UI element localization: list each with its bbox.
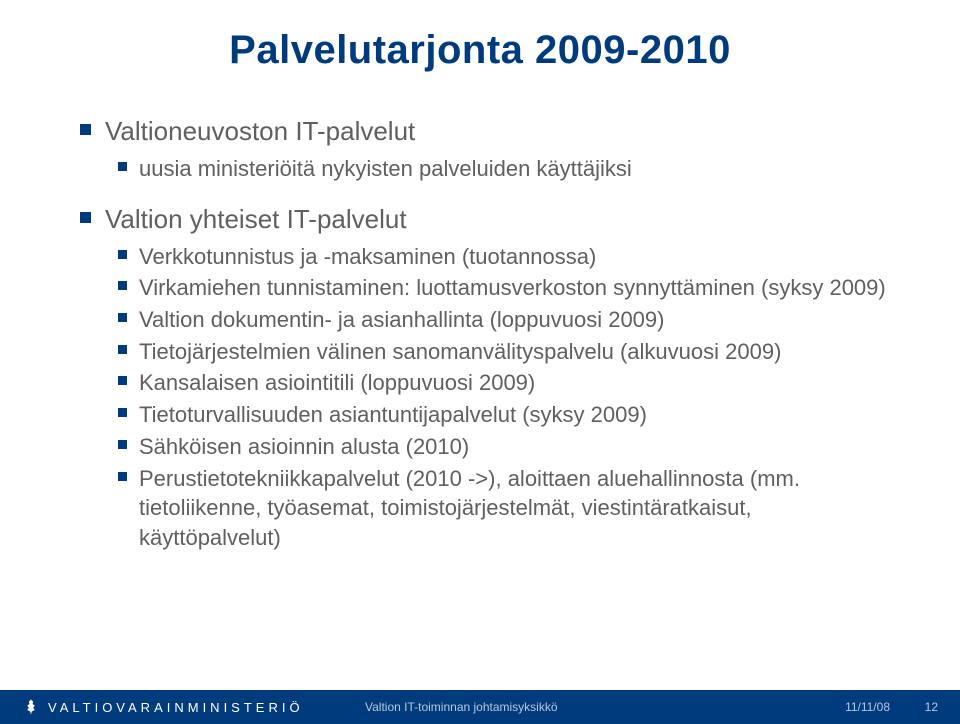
bullet-lvl2: Verkkotunnistus ja -maksaminen (tuotanno…	[118, 242, 890, 272]
sublist: uusia ministeriöitä nykyisten palveluide…	[80, 154, 890, 184]
square-bullet-icon	[118, 250, 127, 259]
bullet-text: Valtion yhteiset IT-palvelut	[105, 203, 407, 236]
square-bullet-icon	[118, 472, 127, 481]
bullet-lvl1: Valtion yhteiset IT-palvelut Verkkotunni…	[80, 203, 890, 552]
bullet-lvl2: Virkamiehen tunnistaminen: luottamusverk…	[118, 273, 890, 303]
bullet-row: Valtion yhteiset IT-palvelut	[80, 203, 890, 236]
bullet-lvl2: Tietojärjestelmien välinen sanomanvälity…	[118, 337, 890, 367]
slide-body: Valtioneuvoston IT-palvelut uusia minist…	[80, 115, 890, 573]
bullet-lvl2: Sähköisen asioinnin alusta (2010)	[118, 432, 890, 462]
square-bullet-icon	[118, 345, 127, 354]
footer-bar: VALTIOVARAINMINISTERIÖ Valtion IT-toimin…	[0, 690, 960, 724]
bullet-lvl2: Perustietotekniikkapalvelut (2010 ->), a…	[118, 464, 890, 553]
coat-of-arms-icon	[22, 698, 40, 716]
square-bullet-icon	[80, 212, 91, 223]
square-bullet-icon	[118, 376, 127, 385]
bullet-text: Valtion dokumentin- ja asianhallinta (lo…	[139, 305, 664, 335]
bullet-lvl1: Valtioneuvoston IT-palvelut uusia minist…	[80, 115, 890, 183]
square-bullet-icon	[118, 440, 127, 449]
bullet-text: Sähköisen asioinnin alusta (2010)	[139, 432, 469, 462]
footer-logo: VALTIOVARAINMINISTERIÖ	[22, 698, 304, 716]
bullet-lvl2: Tietoturvallisuuden asiantuntijapalvelut…	[118, 400, 890, 430]
ministry-name: VALTIOVARAINMINISTERIÖ	[48, 700, 304, 715]
square-bullet-icon	[118, 313, 127, 322]
slide-title: Palvelutarjonta 2009-2010	[0, 28, 960, 73]
bullet-text: Tietoturvallisuuden asiantuntijapalvelut…	[139, 400, 647, 430]
bullet-lvl2: uusia ministeriöitä nykyisten palveluide…	[118, 154, 890, 184]
square-bullet-icon	[118, 162, 127, 171]
footer-date: 11/11/08	[845, 700, 890, 714]
footer-page-number: 12	[925, 700, 938, 714]
square-bullet-icon	[118, 408, 127, 417]
bullet-text: Valtioneuvoston IT-palvelut	[105, 115, 415, 148]
square-bullet-icon	[80, 124, 91, 135]
bullet-lvl2: Kansalaisen asiointitili (loppuvuosi 200…	[118, 368, 890, 398]
bullet-text: Perustietotekniikkapalvelut (2010 ->), a…	[139, 464, 890, 553]
bullet-text: Verkkotunnistus ja -maksaminen (tuotanno…	[139, 242, 596, 272]
sublist: Verkkotunnistus ja -maksaminen (tuotanno…	[80, 242, 890, 553]
bullet-lvl2: Valtion dokumentin- ja asianhallinta (lo…	[118, 305, 890, 335]
bullet-text: Kansalaisen asiointitili (loppuvuosi 200…	[139, 368, 535, 398]
square-bullet-icon	[118, 281, 127, 290]
bullet-row: Valtioneuvoston IT-palvelut	[80, 115, 890, 148]
footer-unit: Valtion IT-toiminnan johtamisyksikkö	[365, 700, 558, 714]
bullet-text: Virkamiehen tunnistaminen: luottamusverk…	[139, 273, 886, 303]
bullet-text: Tietojärjestelmien välinen sanomanvälity…	[139, 337, 781, 367]
bullet-text: uusia ministeriöitä nykyisten palveluide…	[139, 154, 632, 184]
slide: Palvelutarjonta 2009-2010 Valtioneuvosto…	[0, 0, 960, 724]
